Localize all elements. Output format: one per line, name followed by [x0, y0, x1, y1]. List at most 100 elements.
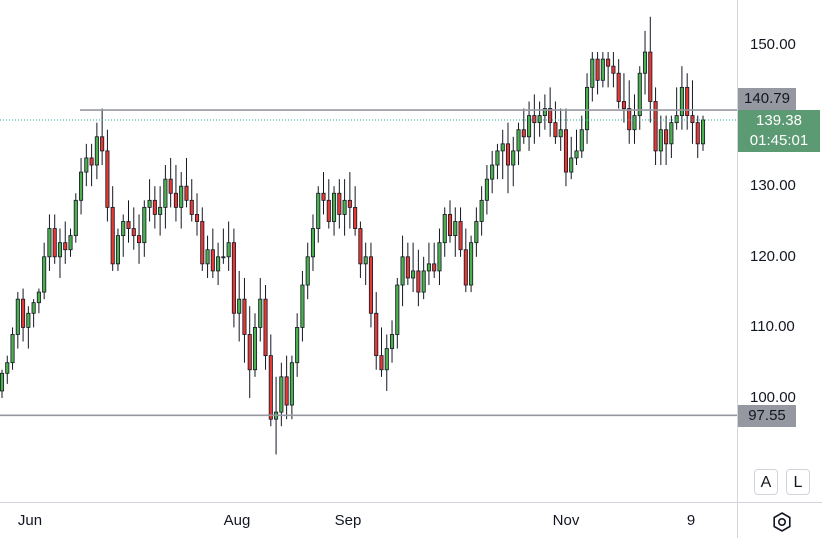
candle-up: [0, 372, 5, 392]
candle-up: [411, 270, 416, 279]
candle-down: [263, 298, 268, 357]
candle-up: [569, 157, 574, 173]
candle-up: [342, 199, 347, 215]
candle-down: [653, 101, 658, 152]
candle-down: [463, 249, 468, 286]
candle-up: [558, 129, 563, 138]
y-tick-120: 120.00: [750, 248, 796, 265]
log-scale-button[interactable]: L: [786, 469, 810, 495]
candle-down: [110, 206, 115, 265]
candle-down: [621, 101, 626, 109]
candle-down: [648, 51, 653, 102]
candle-down: [173, 192, 178, 208]
candle-down: [690, 115, 695, 124]
candle-up: [79, 171, 84, 201]
candle-up: [527, 115, 532, 138]
bar-countdown: 01:45:01: [749, 132, 809, 149]
candle-down: [321, 192, 326, 201]
candle-up: [36, 291, 41, 304]
candles-group: [0, 16, 706, 455]
candle-up: [73, 199, 78, 237]
candle-up: [537, 115, 542, 124]
candle-up: [121, 221, 126, 237]
candle-up: [421, 270, 426, 293]
candle-up: [590, 58, 595, 88]
candle-up: [516, 129, 521, 152]
candle-up: [216, 256, 221, 272]
candle-up: [679, 86, 684, 117]
x-tick-nov: Nov: [552, 512, 580, 529]
candle-up: [300, 284, 305, 328]
candle-down: [194, 214, 200, 222]
candle-down: [326, 199, 331, 222]
candle-down: [548, 108, 553, 124]
candle-up: [500, 143, 505, 152]
candle-down: [184, 185, 189, 201]
x-tick-9: 9: [686, 512, 696, 529]
candle-up: [479, 199, 484, 222]
candle-up: [94, 136, 99, 166]
candle-up: [484, 178, 489, 201]
x-tick-aug: Aug: [223, 512, 251, 529]
candle-up: [84, 157, 89, 173]
x-tick-jun: Jun: [17, 512, 43, 529]
candle-up: [252, 326, 258, 371]
candle-down: [105, 150, 110, 208]
candle-down: [432, 263, 437, 272]
y-tick-100: 100.00: [750, 389, 796, 406]
candle-down: [664, 129, 669, 145]
candle-up: [163, 178, 168, 208]
candle-up: [289, 362, 294, 406]
candle-up: [279, 376, 284, 413]
candle-up: [426, 263, 431, 272]
candle-down: [358, 228, 363, 265]
candle-up: [442, 214, 447, 244]
candle-down: [405, 256, 410, 279]
candle-down: [347, 199, 352, 208]
last-price-label: 139.38 01:45:01: [738, 110, 820, 152]
candle-down: [627, 108, 632, 131]
candle-down: [458, 221, 463, 251]
candle-down: [379, 355, 384, 371]
candle-down: [247, 334, 252, 371]
resistance-price-label: 140.79: [738, 88, 796, 110]
candle-down: [616, 72, 621, 102]
candle-up: [295, 326, 300, 364]
candle-up: [10, 334, 15, 364]
candle-up: [310, 228, 316, 258]
y-tick-130: 130.00: [750, 177, 796, 194]
candle-down: [242, 298, 247, 335]
candle-up: [637, 72, 642, 116]
candle-up: [221, 256, 226, 259]
candle-down: [353, 206, 358, 229]
candle-up: [305, 256, 310, 286]
candle-down: [447, 214, 453, 237]
candle-up: [495, 150, 500, 166]
candle-up: [453, 221, 458, 237]
candle-up: [579, 129, 584, 152]
candle-up: [42, 256, 47, 293]
candle-down: [695, 122, 700, 145]
candle-up: [142, 206, 147, 244]
candle-down: [131, 228, 136, 237]
settings-icon[interactable]: [771, 511, 793, 533]
candle-up: [258, 298, 263, 328]
candle-up: [31, 302, 36, 314]
auto-scale-button[interactable]: A: [754, 469, 778, 495]
candle-up: [700, 119, 706, 145]
candle-up: [674, 115, 679, 124]
candle-down: [606, 58, 611, 67]
candle-down: [521, 129, 526, 138]
candle-up: [469, 242, 474, 286]
candle-down: [63, 242, 68, 251]
candle-up: [389, 334, 395, 349]
candle-up: [400, 256, 405, 286]
candle-down: [685, 86, 690, 117]
candle-down: [505, 143, 511, 166]
candle-down: [563, 129, 568, 173]
candle-down: [189, 199, 194, 215]
candle-down: [100, 136, 105, 152]
support-price-label: 97.55: [738, 405, 796, 427]
candle-down: [200, 221, 205, 265]
